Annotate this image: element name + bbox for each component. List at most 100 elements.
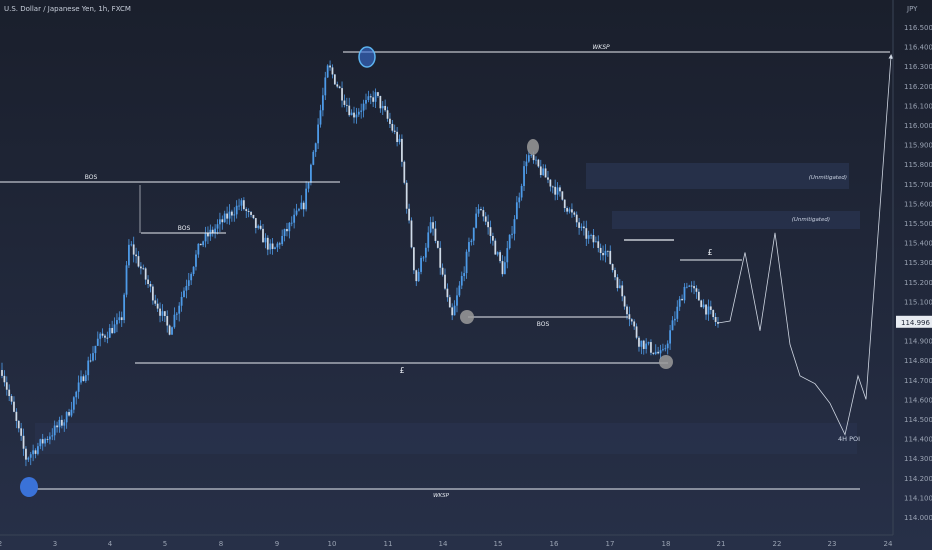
candle-body xyxy=(391,123,394,131)
candle-body xyxy=(393,130,396,132)
price-tick-label: 116.100 xyxy=(904,102,932,110)
candle-body xyxy=(568,209,571,212)
candle-body xyxy=(20,428,23,436)
candle-body xyxy=(178,305,181,314)
candle-body xyxy=(659,350,662,354)
unmitigated-1-label: (Unmitigated) xyxy=(809,175,847,181)
price-tick-label: 114.100 xyxy=(904,494,932,502)
candle-body xyxy=(25,448,27,460)
date-tick-label: 17 xyxy=(606,540,615,548)
candle-body xyxy=(527,155,530,162)
candle-body xyxy=(240,200,243,206)
price-tick-label: 115.300 xyxy=(904,259,932,267)
candle-body xyxy=(80,376,82,383)
candle-body xyxy=(587,235,590,239)
candle-body xyxy=(671,320,674,331)
price-tick-label: 114.000 xyxy=(904,514,932,522)
candle-body xyxy=(221,219,224,223)
candle-body xyxy=(609,250,612,265)
candle-body xyxy=(379,95,382,109)
candle-body xyxy=(94,345,97,354)
candle-body xyxy=(676,306,679,319)
candle-body xyxy=(254,218,257,228)
bos-low-marker xyxy=(460,310,474,324)
price-axis[interactable]: 116.500 116.400 116.300 116.200 116.100 116.0… xyxy=(892,0,932,535)
candle-body xyxy=(13,401,15,412)
candle-body xyxy=(489,227,492,236)
candle-body xyxy=(551,186,554,188)
candle-body xyxy=(638,337,640,347)
candle-body xyxy=(48,436,51,440)
candle-body xyxy=(343,100,346,105)
candle-body xyxy=(412,247,415,271)
candle-body xyxy=(556,187,559,195)
candle-body xyxy=(331,67,334,75)
candle-body xyxy=(367,96,370,100)
candle-body xyxy=(15,411,18,421)
candle-body xyxy=(709,306,712,310)
candle-body xyxy=(405,182,408,209)
candle-body xyxy=(487,221,490,228)
candle-body xyxy=(96,338,99,346)
candle-body xyxy=(362,103,365,111)
candle-body xyxy=(559,187,561,192)
candle-body xyxy=(494,240,497,255)
candle-body xyxy=(324,77,327,96)
time-axis[interactable]: 2345891011141516171821222324 xyxy=(0,534,893,548)
candle-body xyxy=(611,264,614,271)
candle-body xyxy=(448,297,451,308)
candle-body xyxy=(410,220,413,248)
candle-body xyxy=(264,237,267,243)
candle-body xyxy=(101,333,104,336)
candle-body xyxy=(542,168,545,176)
candle-body xyxy=(484,216,487,222)
candle-body xyxy=(444,274,446,289)
swing-high-marker xyxy=(358,46,376,68)
date-tick-label: 2 xyxy=(0,540,2,548)
price-tick-label: 114.900 xyxy=(904,338,932,346)
candle-body xyxy=(27,457,30,460)
candle-body xyxy=(87,360,90,376)
candle-body xyxy=(65,412,68,423)
candle-body xyxy=(381,105,384,109)
unmitigated-zone-1 xyxy=(586,163,849,189)
candle-body xyxy=(154,300,157,304)
candle-body xyxy=(329,65,331,68)
candle-body xyxy=(635,326,638,338)
candle-body xyxy=(192,266,195,274)
candle-body xyxy=(468,242,470,252)
date-tick-label: 4 xyxy=(108,540,113,548)
candle-body xyxy=(537,159,540,167)
candle-body xyxy=(223,213,226,223)
candle-body xyxy=(8,389,11,397)
candle-body xyxy=(597,241,600,248)
candle-body xyxy=(293,214,296,223)
candle-body xyxy=(434,228,437,241)
candle-body xyxy=(566,208,569,212)
candle-body xyxy=(130,244,133,246)
candle-body xyxy=(508,234,511,249)
candle-body xyxy=(5,382,8,390)
price-tick-label: 114.500 xyxy=(904,416,932,424)
candle-body xyxy=(456,295,458,306)
candle-body xyxy=(44,439,47,444)
candle-body xyxy=(99,333,102,339)
candle-body xyxy=(673,318,676,321)
candle-body xyxy=(518,197,521,203)
candle-body xyxy=(554,186,557,195)
candle-body xyxy=(68,412,70,416)
candle-body xyxy=(84,375,87,381)
chart-title: U.S. Dollar / Japanese Yen, 1h, FXCM xyxy=(4,5,131,13)
candle-body xyxy=(515,202,518,220)
price-tick-label: 116.300 xyxy=(904,63,932,71)
candle-body xyxy=(257,225,260,228)
candle-body xyxy=(520,185,523,198)
bos-mid-label: BOS xyxy=(178,225,191,232)
candle-body xyxy=(53,425,56,436)
candle-body xyxy=(647,342,650,344)
candle-body xyxy=(384,105,387,111)
date-tick-label: 18 xyxy=(662,540,671,548)
